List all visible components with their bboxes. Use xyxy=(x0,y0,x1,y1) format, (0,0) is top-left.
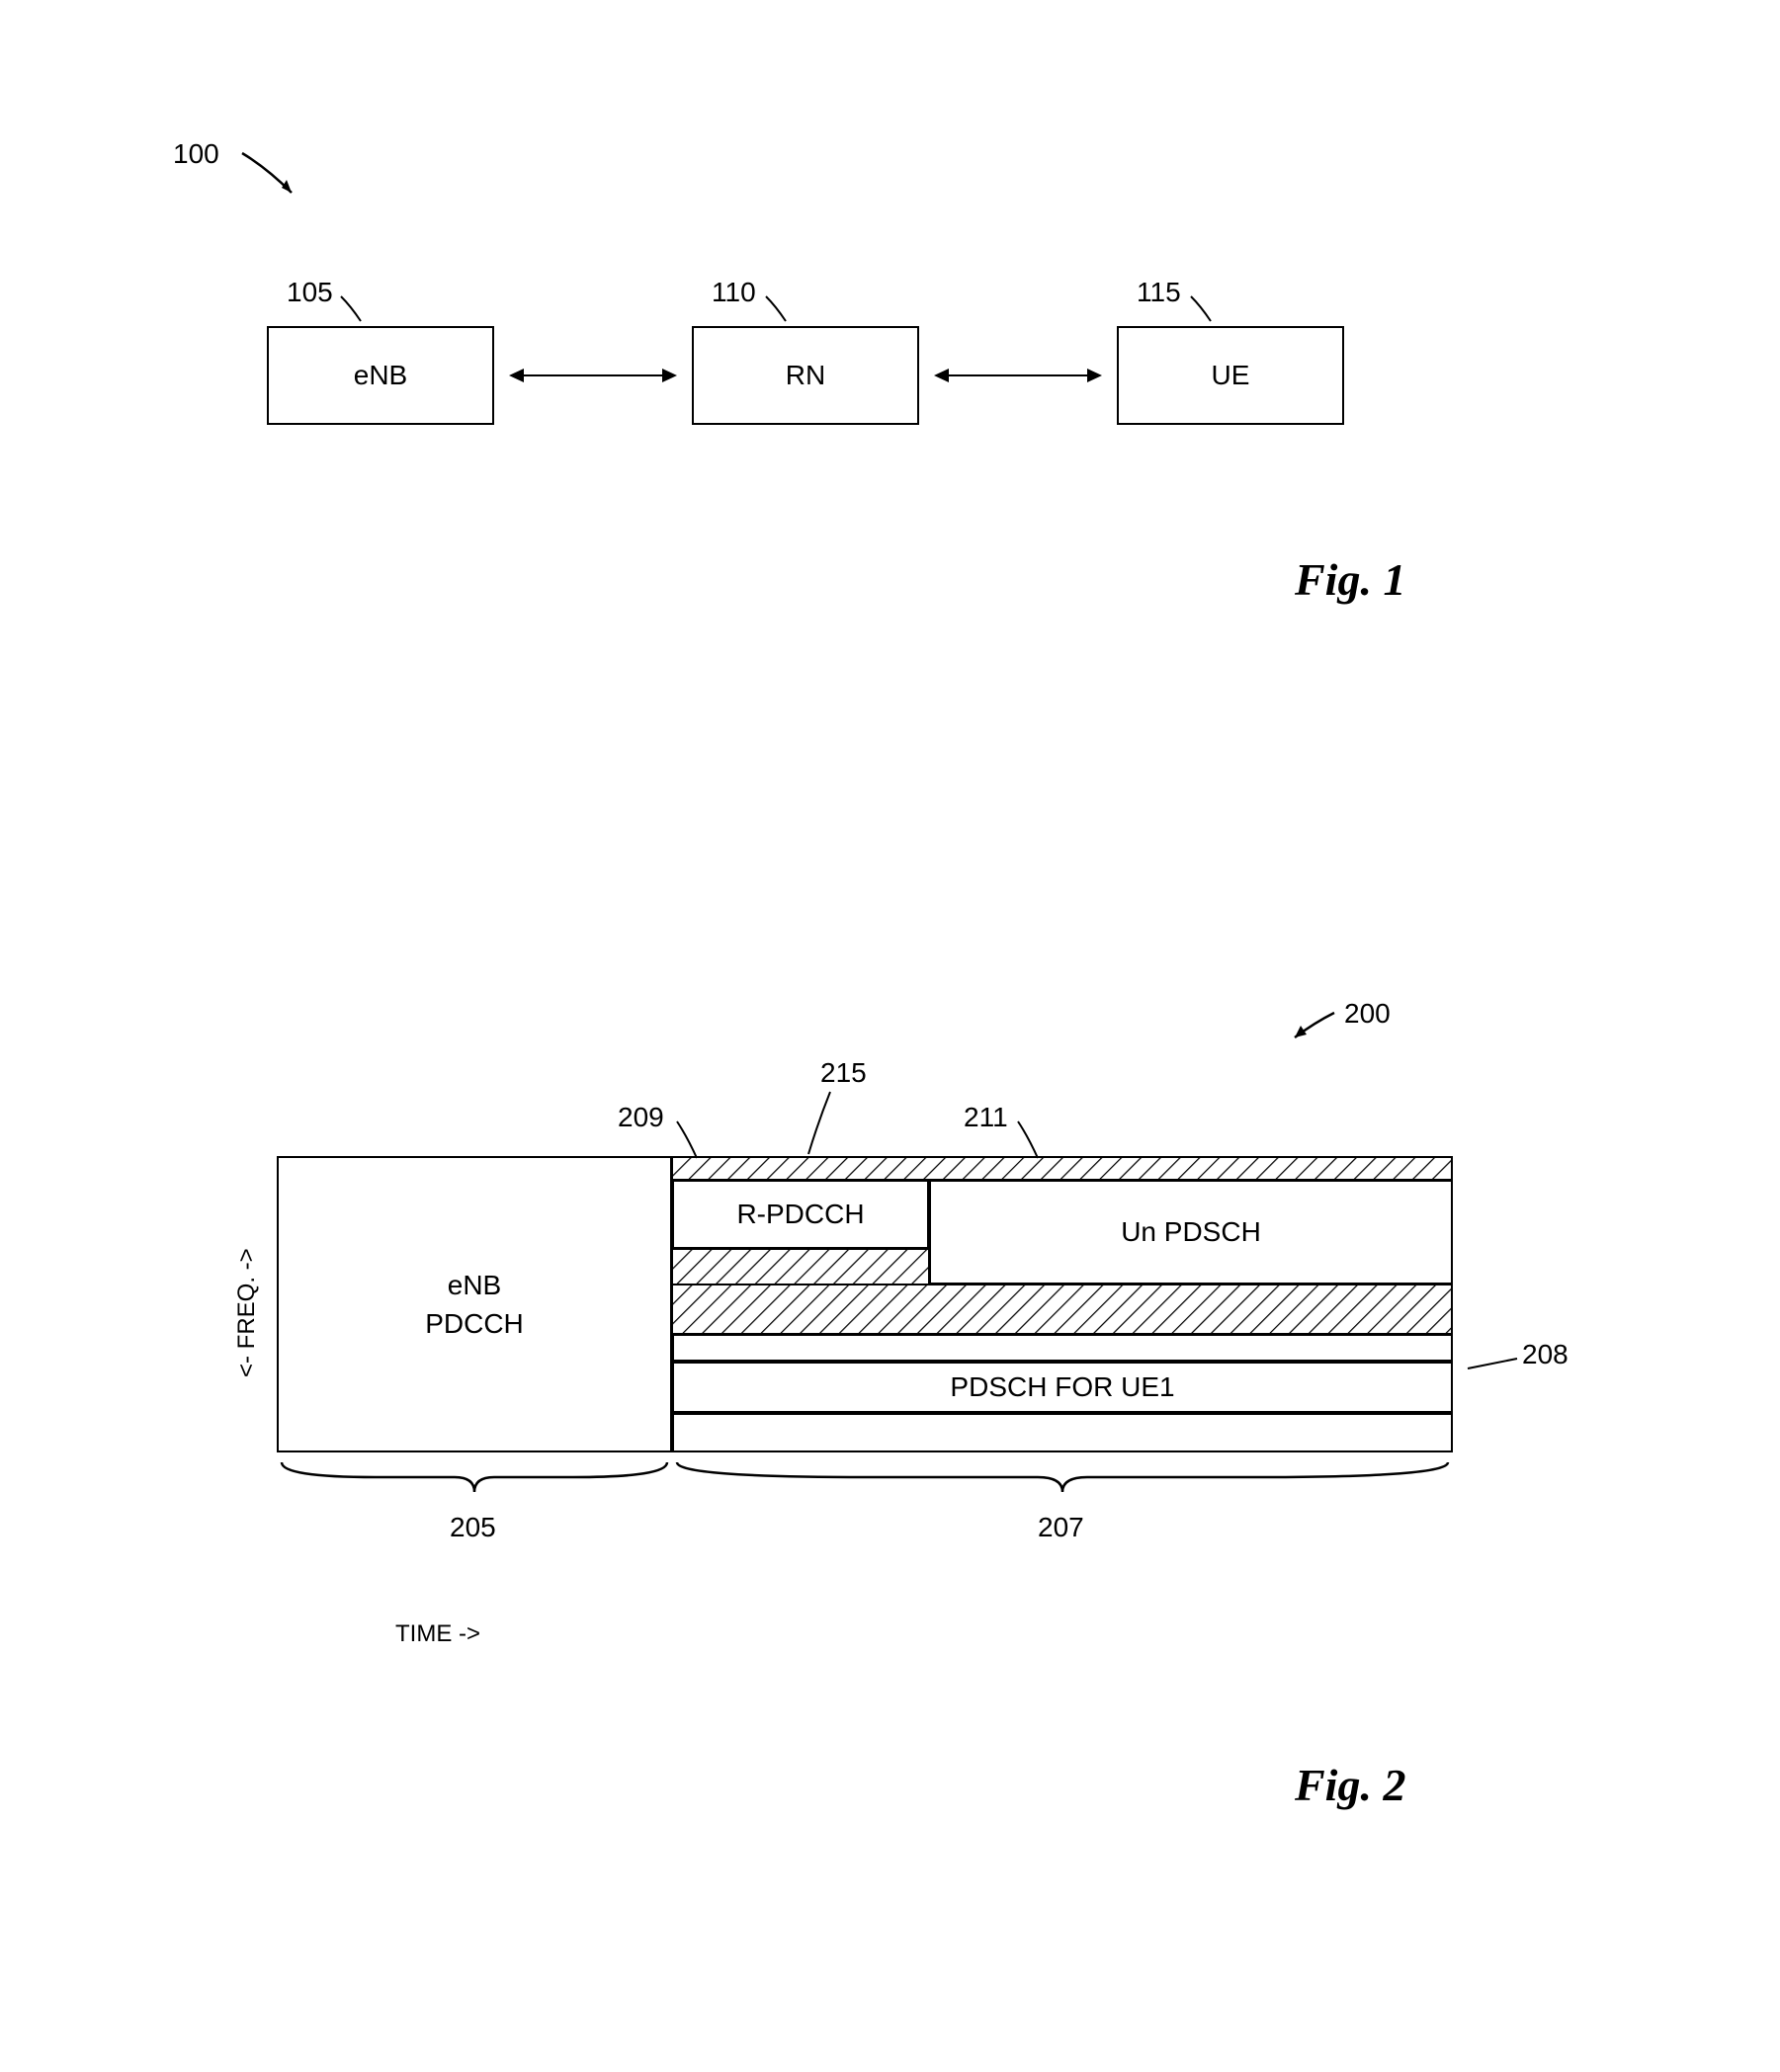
brace-205 xyxy=(277,1457,672,1507)
mid-hatch-band xyxy=(672,1285,1453,1334)
ref-100-arrow xyxy=(237,148,316,207)
ref-115-label: 115 xyxy=(1137,277,1181,308)
gap-row-2 xyxy=(672,1413,1453,1452)
enb-box: eNB xyxy=(267,326,494,425)
arrow-rn-ue xyxy=(929,361,1107,390)
pdsch-ue1-label: PDSCH FOR UE1 xyxy=(950,1371,1174,1403)
ref-209-label: 209 xyxy=(618,1102,664,1133)
ref-100-label: 100 xyxy=(173,138,219,170)
time-axis-label: TIME -> xyxy=(395,1620,480,1648)
ref-115-callout xyxy=(1186,291,1226,331)
arrow-enb-rn xyxy=(504,361,682,390)
ref-215-callout xyxy=(801,1087,840,1161)
pdsch-ue1-box: PDSCH FOR UE1 xyxy=(672,1362,1453,1413)
unpdsch-box: Un PDSCH xyxy=(929,1180,1453,1285)
brace-207 xyxy=(672,1457,1453,1507)
rpdcch-bottom-hatch xyxy=(672,1249,929,1285)
rpdcch-box: R-PDCCH xyxy=(672,1180,929,1249)
fig1-caption: Fig. 1 xyxy=(1295,553,1405,606)
enb-pdcch-l2: PDCCH xyxy=(425,1304,524,1343)
ref-208-callout xyxy=(1463,1354,1522,1373)
rn-box-label: RN xyxy=(786,360,825,391)
unpdsch-label: Un PDSCH xyxy=(1121,1216,1261,1248)
freq-axis-label: <- FREQ. -> xyxy=(233,1239,261,1377)
ref-205-label: 205 xyxy=(450,1512,496,1543)
ref-110-callout xyxy=(761,291,801,331)
ref-207-label: 207 xyxy=(1038,1512,1084,1543)
enb-pdcch-l1: eNB xyxy=(448,1266,501,1304)
rn-box: RN xyxy=(692,326,919,425)
fig2-caption: Fig. 2 xyxy=(1295,1759,1405,1811)
ue-box: UE xyxy=(1117,326,1344,425)
top-hatch-strip xyxy=(672,1156,1453,1180)
enb-pdcch-box: eNB PDCCH xyxy=(277,1156,672,1452)
ref-200-label: 200 xyxy=(1344,998,1391,1030)
ref-110-label: 110 xyxy=(712,277,756,308)
enb-box-label: eNB xyxy=(354,360,407,391)
ref-211-label: 211 xyxy=(964,1102,1008,1133)
ref-208-label: 208 xyxy=(1522,1339,1568,1370)
ref-105-callout xyxy=(336,291,376,331)
ref-105-label: 105 xyxy=(287,277,333,308)
ref-215-label: 215 xyxy=(820,1057,867,1089)
gap-row-1 xyxy=(672,1334,1453,1362)
rpdcch-label: R-PDCCH xyxy=(736,1199,864,1230)
ue-box-label: UE xyxy=(1212,360,1250,391)
ref-200-arrow xyxy=(1285,1008,1344,1047)
